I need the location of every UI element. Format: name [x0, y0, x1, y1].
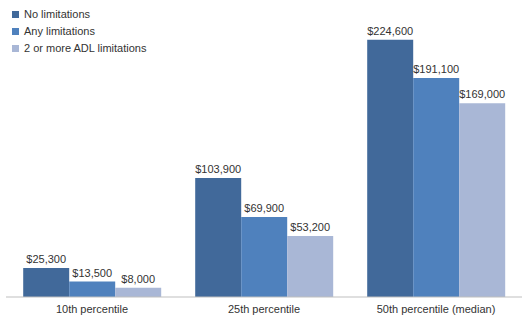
svg-text:$25,300: $25,300	[26, 253, 66, 265]
html-text:Any limitations: Any limitations	[24, 25, 95, 37]
svg-text:$103,900: $103,900	[195, 163, 241, 175]
svg-text:50th percentile (median): 50th percentile (median)	[377, 303, 496, 315]
svg-text:$224,600: $224,600	[367, 25, 413, 37]
html-text:2 or more ADL limitations: 2 or more ADL limitations	[24, 42, 147, 54]
svg-text:$53,200: $53,200	[290, 221, 330, 233]
svg-text:$191,100: $191,100	[413, 63, 459, 75]
svg-text:$8,000: $8,000	[121, 273, 155, 285]
svg-text:$13,500: $13,500	[72, 267, 112, 279]
html-text:No limitations: No limitations	[24, 8, 90, 20]
svg-text:25th percentile: 25th percentile	[228, 303, 300, 315]
svg-text:10th percentile: 10th percentile	[56, 303, 128, 315]
svg-text:$69,900: $69,900	[244, 202, 284, 214]
svg-text:$169,000: $169,000	[459, 88, 505, 100]
